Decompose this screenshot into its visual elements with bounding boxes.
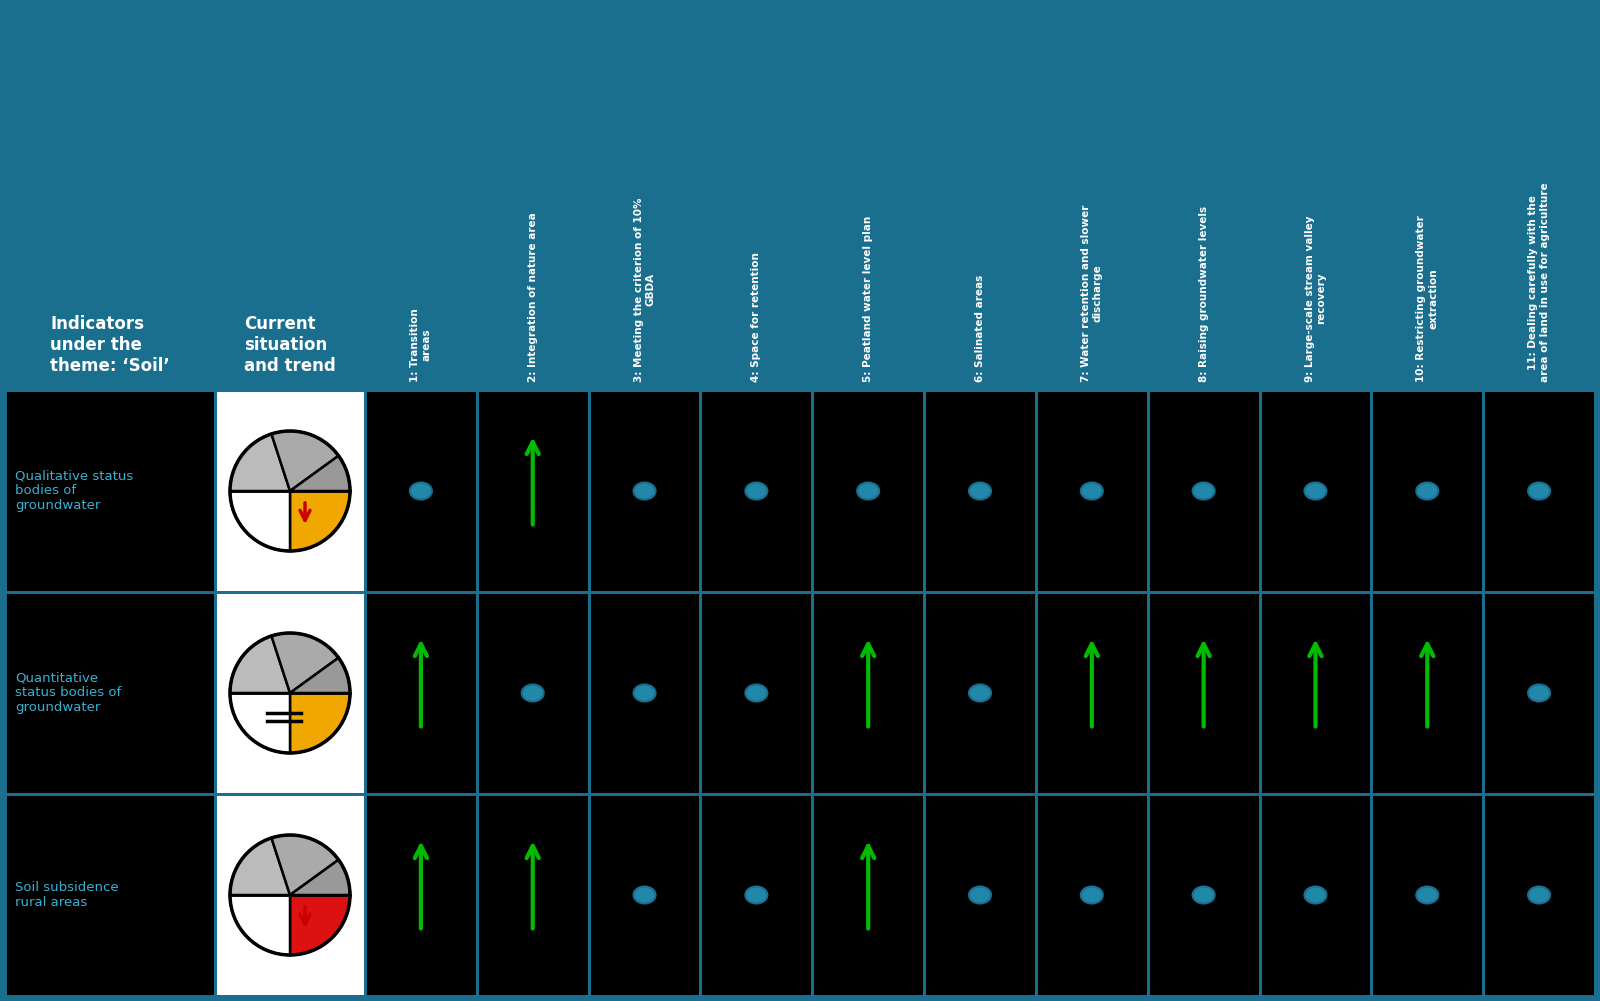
Ellipse shape (1528, 685, 1550, 702)
Bar (1483, 592, 1595, 794)
Bar (589, 390, 701, 592)
Bar (925, 592, 1035, 794)
Bar (477, 390, 589, 592)
Wedge shape (272, 633, 339, 693)
Text: Soil subsidence
rural areas: Soil subsidence rural areas (14, 881, 118, 909)
Bar (477, 592, 589, 794)
Bar (701, 390, 813, 592)
Wedge shape (290, 693, 350, 753)
Ellipse shape (410, 482, 432, 499)
Bar (5, 592, 214, 794)
Bar (1371, 390, 1483, 592)
Text: 5: Peatland water level plan: 5: Peatland water level plan (862, 216, 874, 382)
Bar (925, 794, 1035, 996)
Ellipse shape (1082, 887, 1102, 904)
Ellipse shape (1304, 887, 1326, 904)
Bar (813, 390, 925, 592)
Text: Qualitative status
bodies of
groundwater: Qualitative status bodies of groundwater (14, 469, 133, 513)
Bar (589, 794, 701, 996)
Bar (1259, 390, 1371, 592)
Bar (589, 592, 701, 794)
Bar (701, 592, 813, 794)
Text: 8: Raising groundwater levels: 8: Raising groundwater levels (1198, 206, 1208, 382)
Ellipse shape (746, 887, 768, 904)
Ellipse shape (522, 685, 544, 702)
Ellipse shape (1416, 482, 1438, 499)
Text: 10: Restricting groundwater
extraction: 10: Restricting groundwater extraction (1416, 215, 1438, 382)
Wedge shape (230, 838, 290, 895)
Wedge shape (230, 434, 290, 491)
Ellipse shape (1192, 482, 1214, 499)
Text: 3: Meeting the criterion of 10%
GBDA: 3: Meeting the criterion of 10% GBDA (634, 197, 656, 382)
Wedge shape (290, 658, 350, 693)
Bar (214, 592, 365, 794)
Bar (813, 592, 925, 794)
Ellipse shape (1192, 887, 1214, 904)
Wedge shape (290, 895, 350, 955)
Ellipse shape (970, 887, 990, 904)
Wedge shape (230, 636, 290, 693)
Text: 2: Integration of nature area: 2: Integration of nature area (528, 212, 538, 382)
Bar (5, 794, 214, 996)
Text: 7: Water retention and slower
discharge: 7: Water retention and slower discharge (1082, 204, 1102, 382)
Text: Quantitative
status bodies of
groundwater: Quantitative status bodies of groundwate… (14, 672, 122, 715)
Bar (1147, 794, 1259, 996)
Bar (214, 390, 365, 592)
Bar (1259, 592, 1371, 794)
Bar (1147, 592, 1259, 794)
Bar (813, 794, 925, 996)
Bar (365, 794, 477, 996)
Bar (1371, 592, 1483, 794)
Wedge shape (290, 491, 350, 551)
Ellipse shape (858, 482, 878, 499)
Text: 9: Large-scale stream valley
recovery: 9: Large-scale stream valley recovery (1304, 215, 1326, 382)
Ellipse shape (1528, 887, 1550, 904)
Ellipse shape (970, 685, 990, 702)
Wedge shape (230, 895, 290, 955)
Bar (365, 390, 477, 592)
Bar (1035, 390, 1147, 592)
Ellipse shape (634, 887, 656, 904)
Ellipse shape (1528, 482, 1550, 499)
Text: 4: Space for retention: 4: Space for retention (752, 252, 762, 382)
Ellipse shape (746, 482, 768, 499)
Bar (1259, 794, 1371, 996)
Text: 1: Transition
areas: 1: Transition areas (410, 308, 432, 382)
Bar (1483, 794, 1595, 996)
Bar (1035, 592, 1147, 794)
Bar (5, 390, 214, 592)
Wedge shape (272, 431, 339, 491)
Ellipse shape (970, 482, 990, 499)
Bar (1483, 390, 1595, 592)
Bar (365, 592, 477, 794)
Bar (1371, 794, 1483, 996)
Bar (1035, 794, 1147, 996)
Ellipse shape (1082, 482, 1102, 499)
Ellipse shape (634, 685, 656, 702)
Wedge shape (272, 835, 339, 895)
Bar (701, 794, 813, 996)
Wedge shape (290, 860, 350, 895)
Text: Indicators
under the
theme: ‘Soil’: Indicators under the theme: ‘Soil’ (50, 315, 170, 375)
Wedge shape (230, 491, 290, 551)
Bar (214, 794, 365, 996)
Bar (925, 390, 1035, 592)
Text: 6: Salinated areas: 6: Salinated areas (974, 274, 986, 382)
Ellipse shape (1304, 482, 1326, 499)
Wedge shape (290, 455, 350, 491)
Text: 11: Dealing carefully with the
area of land in use for agriculture: 11: Dealing carefully with the area of l… (1528, 182, 1550, 382)
Text: Current
situation
and trend: Current situation and trend (245, 315, 336, 375)
Bar (477, 794, 589, 996)
Ellipse shape (746, 685, 768, 702)
Ellipse shape (634, 482, 656, 499)
Wedge shape (230, 693, 290, 753)
Ellipse shape (1416, 887, 1438, 904)
Bar (1147, 390, 1259, 592)
